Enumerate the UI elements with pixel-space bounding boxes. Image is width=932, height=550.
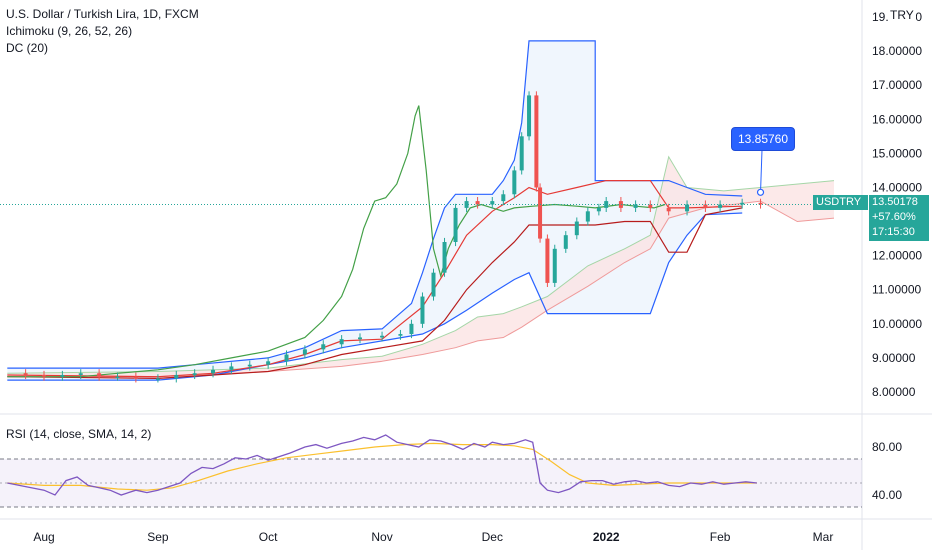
candle-body	[42, 374, 46, 377]
candle-body	[718, 204, 723, 208]
candle-body	[685, 204, 690, 212]
time-tick-label: Dec	[482, 530, 503, 544]
price-tick-label: 18.00000	[872, 44, 922, 58]
candle-body	[585, 211, 590, 222]
ichimoku-legend[interactable]: Ichimoku (9, 26, 52, 26)	[6, 24, 133, 38]
rsi-legend[interactable]: RSI (14, close, SMA, 14, 2)	[6, 427, 152, 441]
candle-body	[339, 339, 344, 345]
candle-body	[534, 95, 539, 188]
annotation-callout[interactable]: 13.85760	[731, 127, 795, 151]
candle-body	[633, 204, 638, 208]
candle-body	[211, 369, 216, 374]
candle-body	[192, 373, 197, 375]
time-tick-label: Sep	[147, 530, 169, 544]
price-tick-label: 16.00000	[872, 112, 922, 126]
rsi-tick-label: 80.00	[872, 440, 902, 454]
candle-body	[266, 361, 271, 365]
annotation-marker	[756, 188, 765, 196]
candle-body	[420, 296, 425, 324]
candle-body	[23, 373, 28, 375]
candle-body	[398, 334, 403, 336]
candle-body	[648, 204, 653, 208]
candle-body	[618, 201, 623, 208]
candle-body	[302, 349, 307, 355]
price-badge[interactable]: USDTRY	[813, 195, 868, 210]
candle-body	[475, 201, 480, 205]
candle-body	[545, 238, 550, 283]
candle-body	[78, 373, 83, 375]
candle-body	[358, 337, 363, 340]
time-tick-label: Feb	[710, 530, 731, 544]
price-badge-symbol: USDTRY	[816, 196, 862, 208]
time-tick-label: Oct	[259, 530, 278, 544]
chikou-line	[7, 105, 666, 378]
candle-body	[501, 194, 506, 202]
rsi-legend-box: RSI (14, close, SMA, 14, 2)	[6, 426, 151, 443]
bar-countdown: 17:15:30	[872, 226, 915, 238]
price-tick-label: 8.00000	[872, 385, 916, 399]
candle-body	[409, 323, 414, 335]
chart-legend: U.S. Dollar / Turkish Lira, 1D, FXCM Ich…	[6, 6, 199, 57]
symbol-title[interactable]: U.S. Dollar / Turkish Lira, 1D, FXCM	[6, 7, 199, 21]
kijun-line	[7, 207, 743, 380]
candle-body	[758, 202, 763, 205]
candle-body	[229, 366, 234, 370]
donchian-legend[interactable]: DC (20)	[6, 41, 49, 55]
candle-body	[527, 95, 532, 137]
candle-body	[247, 364, 252, 367]
price-tick-label: 11.00000	[872, 283, 921, 297]
price-change: +57.60%	[872, 211, 916, 223]
last-price-badge[interactable]: 13.50178 +57.60% 17:15:30	[869, 195, 929, 241]
candle-body	[60, 374, 65, 377]
last-price: 13.50178	[872, 196, 918, 208]
time-tick-label: Aug	[33, 530, 54, 544]
tenkan-line	[7, 180, 743, 378]
candle-body	[431, 272, 436, 297]
candle-body	[512, 170, 517, 195]
time-tick-label: 2022	[593, 530, 620, 544]
price-tick-label: 12.00000	[872, 249, 922, 263]
candle-body	[97, 373, 102, 377]
price-tick-label: 10.00000	[872, 317, 922, 331]
candle-body	[464, 201, 469, 208]
candle-body	[115, 376, 120, 379]
rsi-tick-label: 40.00	[872, 488, 902, 502]
rsi-sma-line	[7, 442, 757, 491]
candle-body	[563, 235, 568, 249]
annotation-leader	[760, 149, 763, 193]
candle-body	[538, 187, 543, 239]
candle-body	[740, 202, 745, 205]
candle-body	[174, 374, 179, 379]
rsi-line	[7, 434, 757, 496]
candle-body	[552, 248, 557, 283]
candle-body	[284, 354, 289, 362]
candle-body	[666, 207, 671, 212]
time-tick-label: Nov	[371, 530, 392, 544]
price-tick-label: 17.00000	[872, 78, 922, 92]
candle-body	[703, 204, 708, 208]
price-tick-label: 9.00000	[872, 351, 916, 365]
candle-body	[519, 136, 524, 171]
candle-body	[574, 221, 579, 236]
price-tick-label: 15.00000	[872, 146, 922, 160]
currency-label[interactable]: TRY	[888, 8, 916, 22]
candle-body	[321, 344, 326, 350]
candle-body	[490, 201, 495, 205]
time-tick-label: Mar	[813, 530, 834, 544]
candle-body	[442, 242, 447, 273]
candle-body	[453, 207, 458, 242]
candle-body	[380, 335, 385, 338]
candle-body	[133, 376, 138, 379]
candle-body	[155, 378, 160, 380]
candle-body	[596, 207, 601, 212]
price-tick-label: 14.00000	[872, 180, 922, 194]
